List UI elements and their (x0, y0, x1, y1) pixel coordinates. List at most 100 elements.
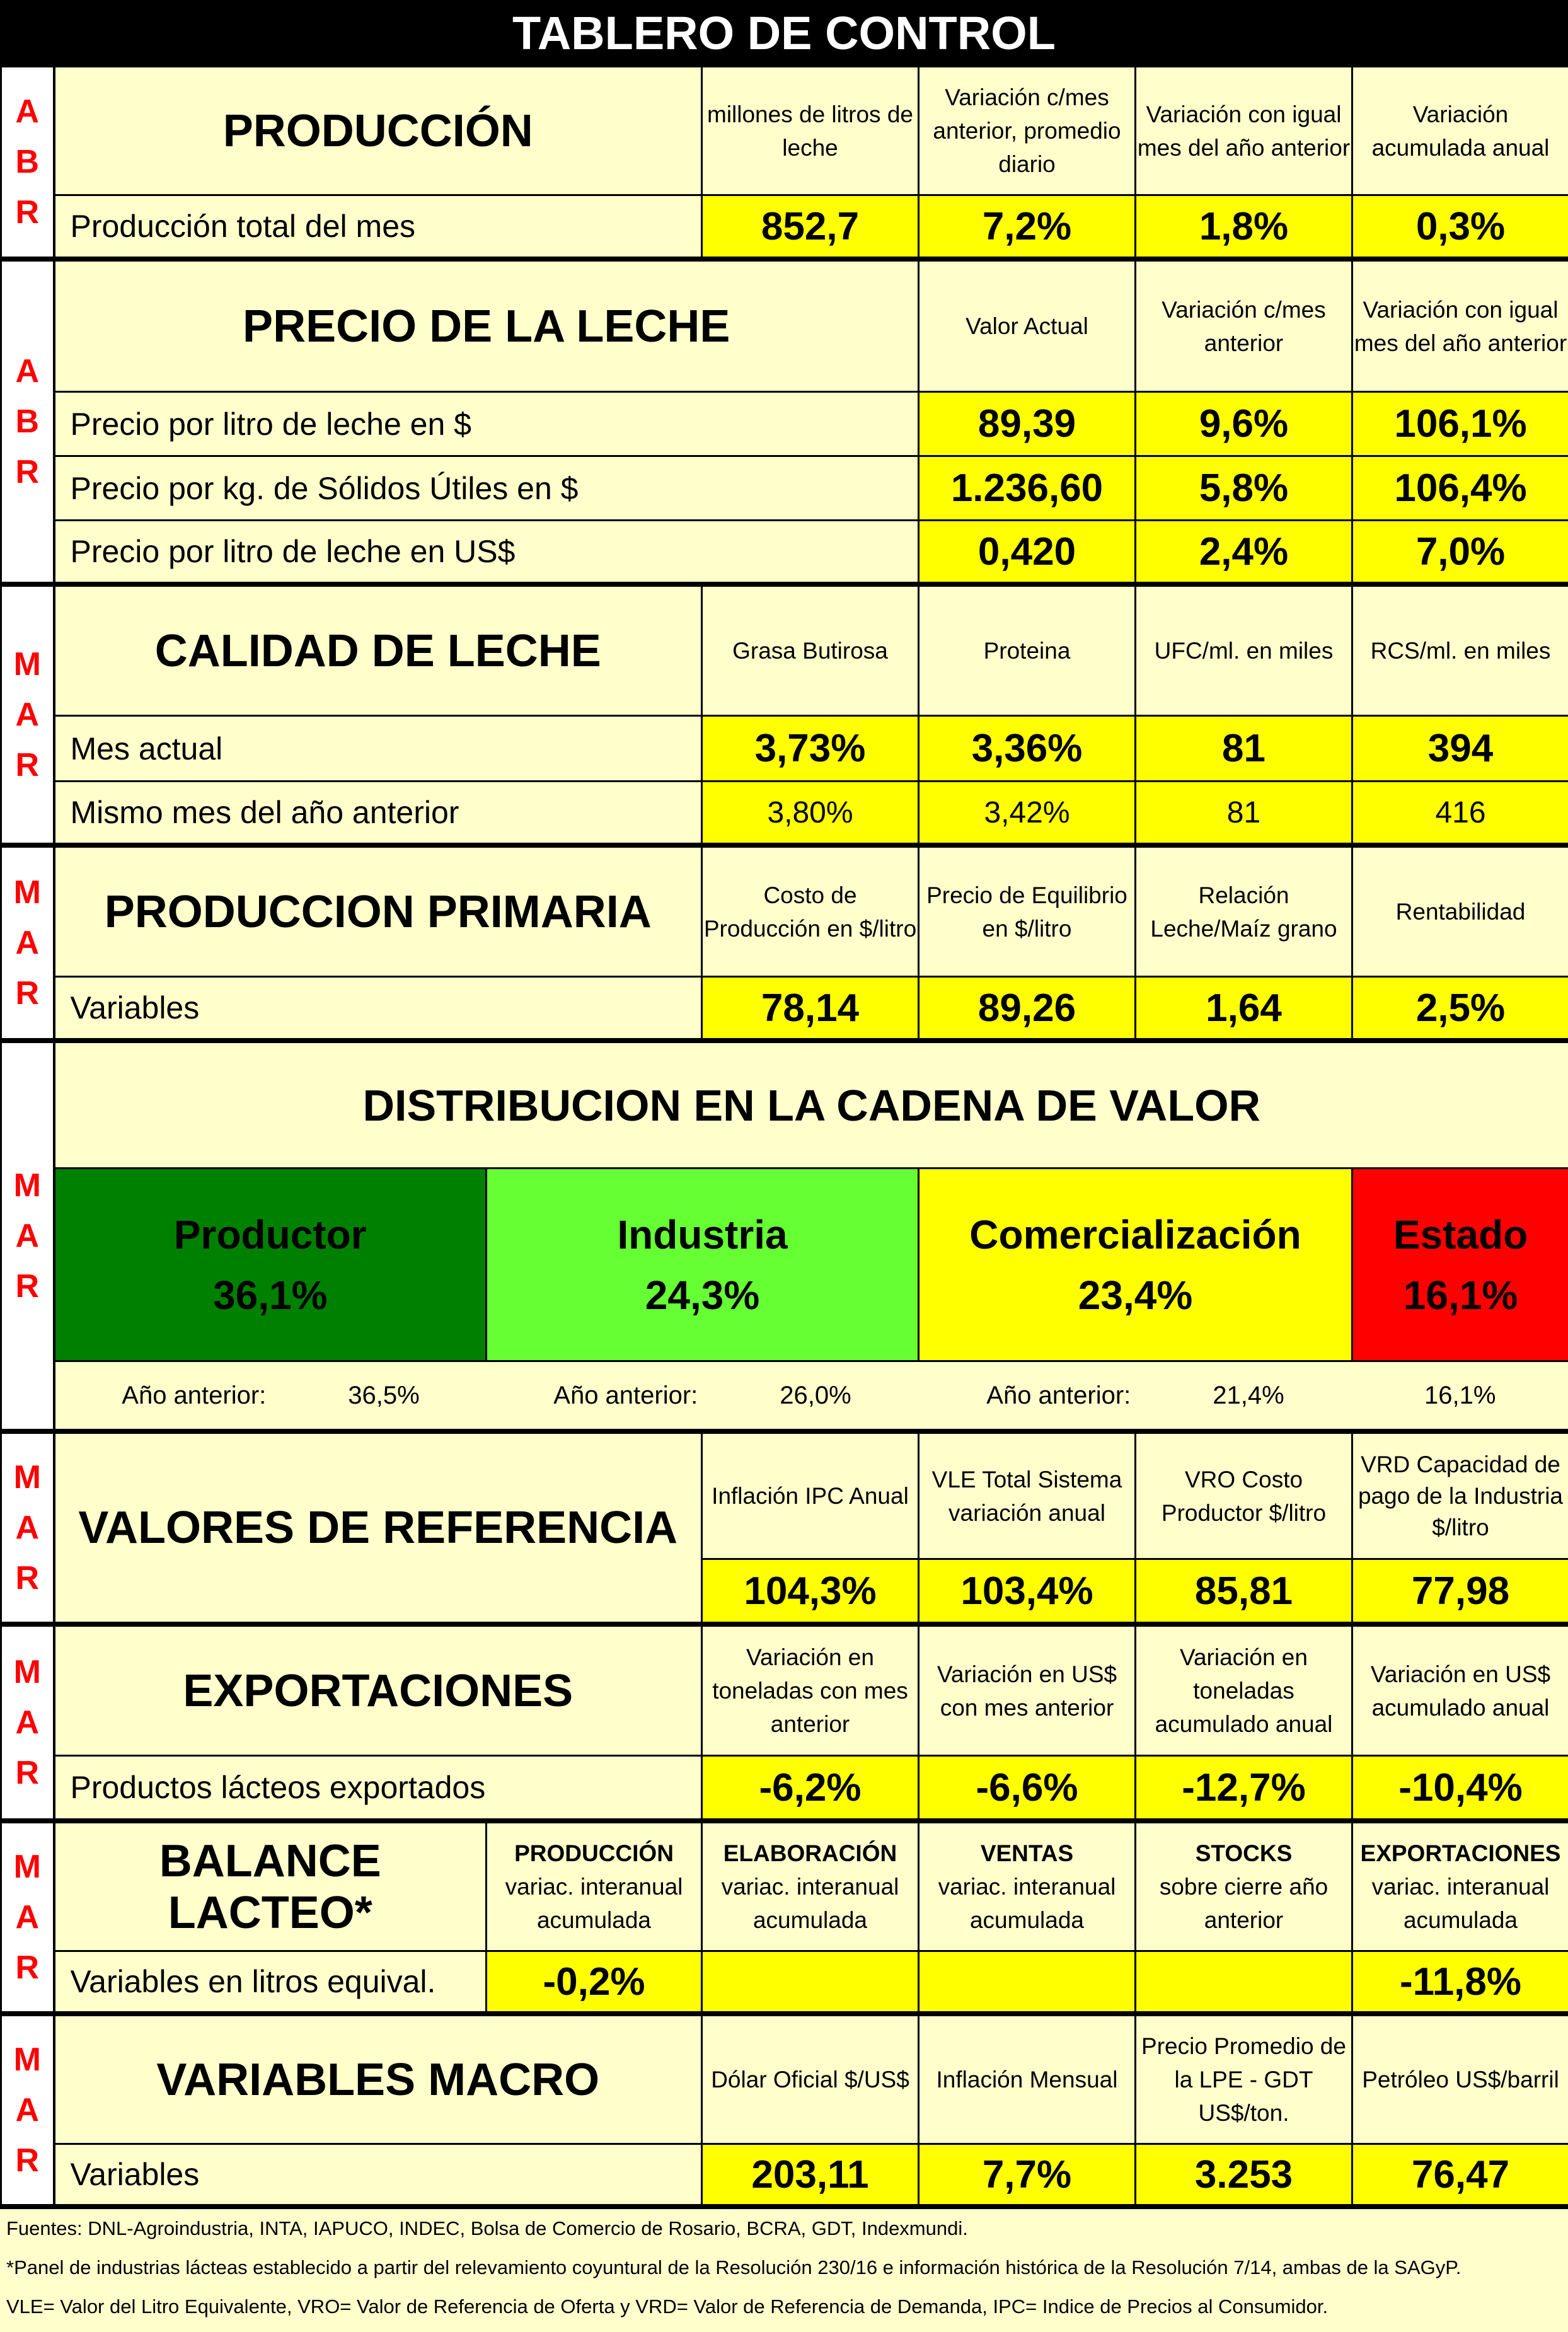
value-cell: 0,3% (1351, 194, 1568, 258)
distribution-value: 23,4% (1078, 1272, 1193, 1318)
value-cell: 3,80% (701, 780, 919, 845)
value-cell: 106,1% (1351, 391, 1568, 457)
row-label: Variables (53, 2143, 703, 2206)
row-label: Mismo mes del año anterior (53, 780, 703, 845)
column-header: Variación con igual mes del año anterior (1134, 66, 1353, 196)
column-header: PRODUCCIÓN variac. interanual acumulada (485, 1821, 703, 1952)
section-title: CALIDAD DE LECHE (53, 585, 703, 717)
column-header: Variación en toneladas con mes anterior (701, 1625, 919, 1757)
value-cell: 78,14 (701, 976, 919, 1040)
row-label: Variables (53, 976, 703, 1040)
footer-line: *Panel de industrias lácteas establecido… (6, 2256, 1461, 2278)
row-label: Precio por kg. de Sólidos Útiles en $ (53, 455, 919, 521)
footer-line: VLE= Valor del Litro Equivalente, VRO= V… (6, 2295, 1329, 2318)
section-divider (0, 257, 1568, 261)
column-header: UFC/ml. en miles (1134, 585, 1353, 717)
value-cell: 3,73% (701, 715, 919, 782)
value-cell: 1,64 (1134, 976, 1353, 1040)
column-header: VRO Costo Productor $/litro (1134, 1432, 1353, 1560)
distribution-estado: Estado 16,1% (1351, 1167, 1568, 1362)
previous-year: 16,1% (1352, 1360, 1568, 1431)
value-cell: 852,7 (701, 194, 919, 258)
column-header: Inflación IPC Anual (701, 1432, 919, 1560)
value-cell: -11,8% (1351, 1950, 1568, 2013)
distribution-name: Productor (173, 1211, 367, 1257)
column-header: Grasa Butirosa (701, 585, 919, 717)
previous-year-label: Año anterior: (986, 1381, 1131, 1409)
distribution-productor: Productor 36,1% (53, 1167, 487, 1362)
value-cell: 81 (1134, 780, 1353, 845)
previous-year-value: 26,0% (780, 1381, 851, 1409)
value-cell (701, 1950, 919, 2013)
value-cell: 85,81 (1134, 1558, 1353, 1624)
row-label: Precio por litro de leche en US$ (53, 519, 919, 584)
value-cell: 0,420 (918, 519, 1136, 584)
section-divider (0, 1622, 1568, 1626)
column-header: Variación c/mes anterior (1134, 260, 1353, 393)
column-header: Petróleo US$/barril (1351, 2014, 1568, 2145)
row-label: Producción total del mes (53, 194, 703, 258)
column-header: Precio Promedio de la LPE - GDT US$/ton. (1134, 2014, 1353, 2145)
section-divider (0, 1819, 1568, 1823)
column-header: EXPORTACIONES variac. interanual acumulad… (1351, 1821, 1568, 1952)
value-cell: -6,6% (918, 1755, 1136, 1820)
value-cell: 2,4% (1134, 519, 1353, 584)
previous-year-label: Año anterior: (122, 1381, 267, 1409)
value-cell: 203,11 (701, 2143, 919, 2206)
column-header: Variación con igual mes del año anterior (1351, 260, 1568, 393)
distribution-value: 36,1% (213, 1272, 328, 1318)
column-header: ELABORACIÓN variac. interanual acumulada (701, 1821, 919, 1952)
column-header: STOCKS sobre cierre año anterior (1134, 1821, 1353, 1952)
section-divider (0, 1429, 1568, 1433)
footer-line: Fuentes: DNL-Agroindustria, INTA, IAPUCO… (6, 2217, 968, 2239)
row-label: Precio por litro de leche en $ (53, 391, 919, 457)
column-header: Variación en toneladas acumulado anual (1134, 1625, 1353, 1757)
column-header: VENTAS variac. interanual acumulada (918, 1821, 1136, 1952)
value-cell (1134, 1950, 1353, 2013)
column-header: Dólar Oficial $/US$ (701, 2014, 919, 2145)
row-label: Variables en litros equival. (53, 1950, 487, 2013)
value-cell: -10,4% (1351, 1755, 1568, 1820)
column-header: Proteina (918, 585, 1136, 717)
value-cell: 1.236,60 (918, 455, 1136, 521)
value-cell: 416 (1351, 780, 1568, 845)
distribution-value: 24,3% (645, 1272, 760, 1318)
column-header: Variación en US$ con mes anterior (918, 1625, 1136, 1757)
section-title: DISTRIBUCION EN LA CADENA DE VALOR (52, 1041, 1568, 1169)
column-header: VRD Capacidad de pago de la Industria $/… (1351, 1432, 1568, 1560)
section-title: VARIABLES MACRO (53, 2014, 703, 2145)
value-cell: 7,7% (918, 2143, 1136, 2206)
value-cell: 5,8% (1134, 455, 1353, 521)
column-header: RCS/ml. en miles (1351, 585, 1568, 717)
value-cell: 103,4% (918, 1558, 1136, 1624)
value-cell: 106,4% (1351, 455, 1568, 521)
previous-year-value: 36,5% (348, 1381, 420, 1409)
column-header: VLE Total Sistema variación anual (918, 1432, 1136, 1560)
distribution-name: Estado (1393, 1211, 1528, 1257)
section-title: VALORES DE REFERENCIA (53, 1432, 703, 1624)
footer-notes: Fuentes: DNL-Agroindustria, INTA, IAPUCO… (0, 2206, 1568, 2332)
previous-year: Año anterior: 21,4% (918, 1360, 1352, 1431)
value-cell: 7,0% (1351, 519, 1568, 584)
column-header: Inflación Mensual (918, 2014, 1136, 2145)
value-cell: -0,2% (485, 1950, 703, 2013)
value-cell: 77,98 (1351, 1558, 1568, 1624)
column-header: Costo de Producción en $/litro (701, 846, 919, 978)
value-cell: -6,2% (701, 1755, 919, 1820)
previous-year: Año anterior: 36,5% (53, 1360, 487, 1431)
section-title: PRODUCCION PRIMARIA (53, 846, 703, 978)
previous-year-label: Año anterior: (553, 1381, 698, 1409)
column-header: Precio de Equilibrio en $/litro (918, 846, 1136, 978)
section-title: PRECIO DE LA LECHE (53, 260, 919, 393)
